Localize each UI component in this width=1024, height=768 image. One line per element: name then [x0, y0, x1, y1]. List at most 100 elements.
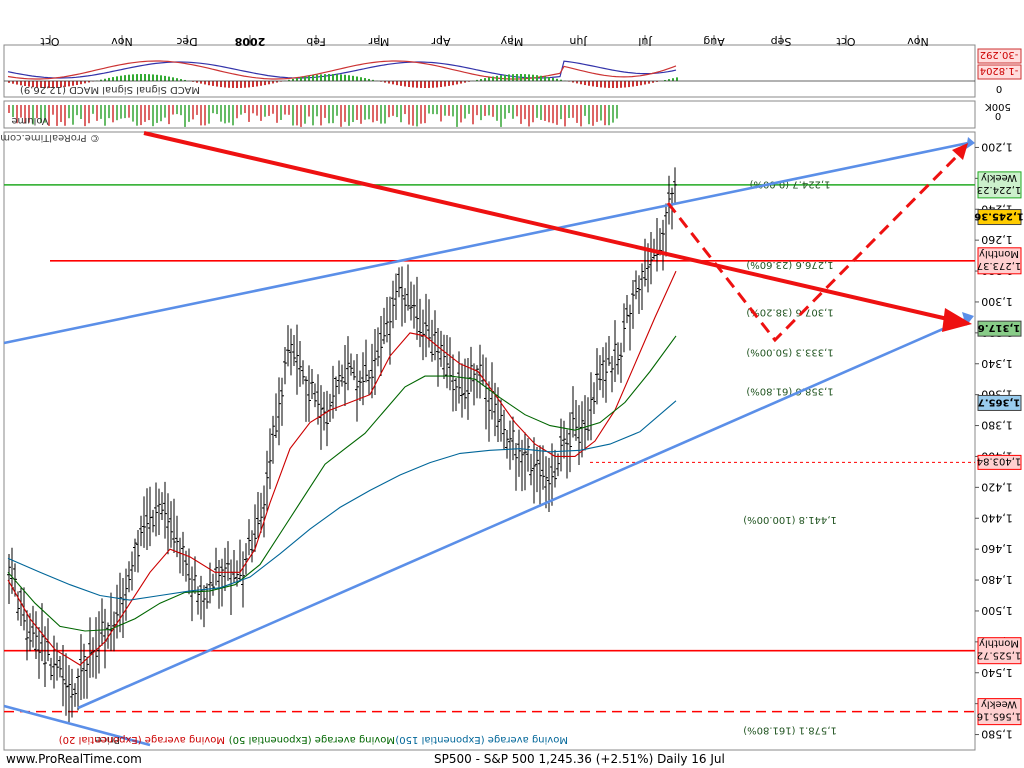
macd-histogram-bar: [260, 81, 262, 86]
volume-bar: [240, 105, 242, 115]
macd-histogram-bar: [596, 81, 598, 87]
macd-histogram-bar: [620, 81, 622, 88]
macd-histogram-bar: [664, 80, 666, 81]
volume-bar: [488, 105, 490, 116]
y-tick-label: 1,340: [981, 357, 1013, 370]
y-tick-label: 1,460: [981, 542, 1013, 555]
ma-value-label: 1,365.7: [978, 396, 1020, 407]
volume-bar: [224, 105, 226, 124]
macd-histogram-bar: [328, 74, 330, 81]
volume-bar: [456, 105, 458, 127]
macd-histogram-bar: [492, 76, 494, 81]
macd-histogram-bar: [468, 81, 470, 82]
level-label: Weekly: [981, 699, 1017, 710]
macd-histogram-bar: [608, 81, 610, 88]
volume-bar: [600, 105, 602, 121]
volume-bar: [296, 105, 298, 126]
volume-bar: [20, 105, 22, 118]
macd-histogram-bar: [456, 81, 458, 85]
macd-histogram-bar: [360, 77, 362, 81]
macd-histogram-bar: [368, 78, 370, 81]
downtrend-line: [143, 131, 953, 322]
volume-bar: [152, 105, 154, 127]
macd-histogram-bar: [112, 77, 114, 81]
macd-histogram-bar: [348, 75, 350, 81]
macd-histogram-bar: [68, 81, 70, 87]
macd-histogram-bar: [228, 81, 230, 88]
volume-bar: [440, 105, 442, 122]
x-tick-label: Apr: [431, 35, 451, 48]
footer-url[interactable]: www.ProRealTime.com: [6, 752, 142, 766]
x-tick-label: Jun: [569, 35, 587, 48]
macd-histogram-bar: [340, 74, 342, 81]
volume-bar: [164, 105, 166, 118]
macd-histogram-bar: [168, 76, 170, 81]
volume-bar: [552, 105, 554, 124]
fibonacci-label: 1,224.7 (0.00%): [749, 179, 830, 190]
macd-histogram-bar: [416, 81, 418, 88]
macd-histogram-bar: [100, 79, 102, 81]
macd-histogram-bar: [176, 78, 178, 81]
fibonacci-label: 1,276.6 (23.60%): [746, 259, 833, 270]
macd-right-label: -1.8204: [980, 65, 1019, 76]
projection-path: [666, 148, 965, 343]
x-tick-label: May: [500, 35, 523, 48]
y-tick-label: 1,420: [981, 480, 1013, 493]
level-value: 1,525.72: [977, 650, 1022, 661]
level-value: 1,403.84: [977, 455, 1022, 466]
macd-histogram-bar: [184, 79, 186, 81]
volume-bar: [320, 105, 322, 126]
macd-histogram-bar: [40, 81, 42, 88]
x-tick-label: Nov: [907, 35, 929, 48]
volume-bar: [80, 105, 82, 119]
volume-bar: [472, 105, 474, 125]
macd-histogram-bar: [104, 78, 106, 81]
macd-title: MACD Signal Signal MACD (12,26,9): [20, 84, 200, 95]
volume-bar: [564, 105, 566, 127]
macd-histogram-bar: [600, 81, 602, 88]
ma-value-tag: [977, 209, 1022, 226]
volume-bar: [376, 105, 378, 121]
volume-bar: [280, 105, 282, 120]
level-tag: [977, 247, 1022, 275]
y-tick-label: 1,300: [981, 295, 1013, 308]
macd-histogram-bar: [516, 74, 518, 81]
macd-histogram-bar: [300, 77, 302, 81]
macd-histogram-bar: [508, 74, 510, 81]
macd-histogram-bar: [548, 77, 550, 81]
x-tick-label: Mar: [368, 35, 389, 48]
macd-histogram-bar: [316, 74, 318, 81]
macd-histogram-bar: [248, 81, 250, 88]
macd-histogram-bar: [52, 81, 54, 88]
macd-histogram-bar: [204, 81, 206, 85]
volume-bar: [24, 105, 26, 124]
macd-histogram-bar: [556, 78, 558, 81]
ma-value-tag: [977, 320, 1022, 337]
ema50-line: [7, 335, 677, 632]
macd-histogram-bar: [640, 81, 642, 86]
volume-bar: [188, 105, 190, 122]
volume-bar: [380, 105, 382, 124]
macd-histogram-bar: [268, 81, 270, 85]
volume-bar: [300, 105, 302, 127]
volume-bar: [416, 105, 418, 127]
macd-histogram-bar: [404, 81, 406, 87]
level-value: 1,224.23: [977, 184, 1022, 195]
volume-bar: [436, 105, 438, 115]
macd-histogram-bar: [84, 81, 86, 84]
macd-histogram-bar: [292, 78, 294, 81]
macd-histogram-bar: [148, 74, 150, 81]
volume-bar: [140, 105, 142, 126]
volume-bar: [284, 105, 286, 115]
volume-bar: [580, 105, 582, 127]
macd-histogram-bar: [420, 81, 422, 88]
x-tick-label: 2008: [235, 35, 266, 48]
macd-histogram-bar: [612, 81, 614, 88]
y-tick-label: 1,480: [981, 573, 1013, 586]
macd-histogram-bar: [344, 74, 346, 81]
macd-histogram-bar: [252, 81, 254, 87]
volume-bar: [520, 105, 522, 124]
volume-bar: [208, 105, 210, 124]
projection-arrowhead: [952, 143, 968, 160]
volume-bar: [132, 105, 134, 122]
